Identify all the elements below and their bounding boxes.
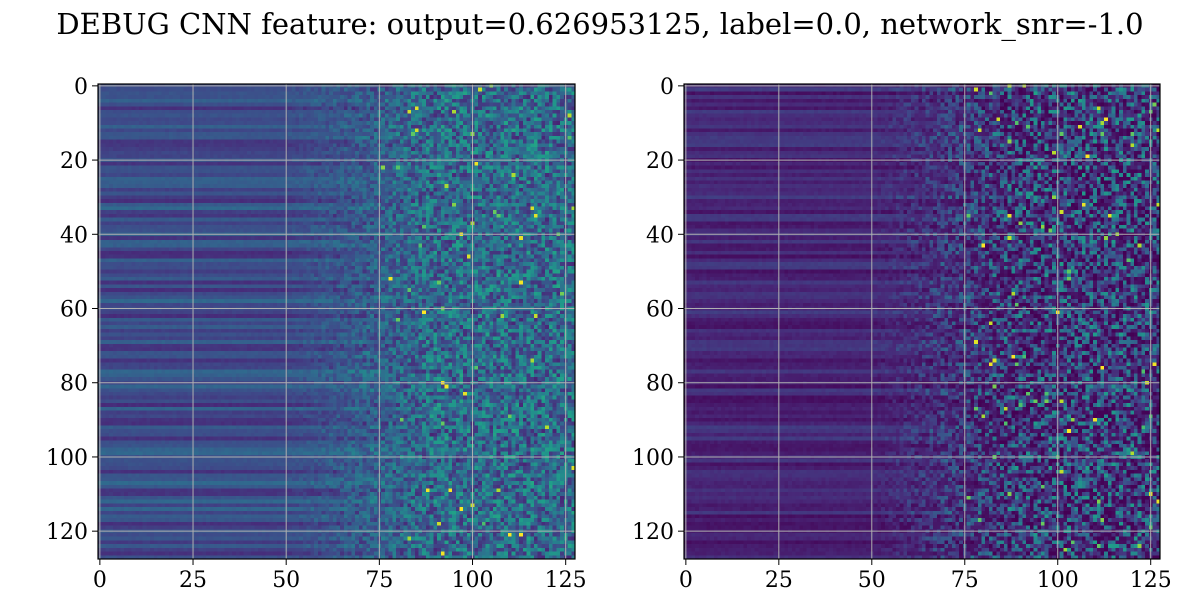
x-tick-label: 100 [1037, 568, 1079, 593]
y-tick-label: 120 [46, 520, 88, 545]
x-tick-label: 100 [452, 568, 494, 593]
x-tick-label: 0 [679, 568, 693, 593]
x-tick-label: 50 [858, 568, 886, 593]
y-tick-label: 120 [632, 520, 674, 545]
y-tick-label: 0 [660, 75, 674, 100]
axes-frame [97, 83, 576, 560]
y-tick-label: 100 [46, 446, 88, 471]
y-tick-label: 20 [60, 149, 88, 174]
y-tick-label: 80 [646, 372, 674, 397]
heatmap-panel-left: 0 25 50 75 100 125 0 20 40 60 80 100 120 [46, 75, 587, 593]
heatmap-image [98, 84, 575, 559]
y-tick-label: 0 [74, 75, 88, 100]
y-tick-label: 100 [632, 446, 674, 471]
x-tick-label: 25 [179, 568, 207, 593]
y-tick-label: 40 [646, 223, 674, 248]
x-tick-label: 75 [365, 568, 393, 593]
y-tick-label: 60 [646, 298, 674, 323]
figure-title: DEBUG CNN feature: output=0.626953125, l… [56, 7, 1144, 41]
y-tick-label: 80 [60, 372, 88, 397]
heatmap-panel-right: 0 25 50 75 100 125 0 20 40 60 80 100 120 [632, 75, 1172, 593]
axes-frame [683, 83, 1161, 560]
x-tick-label: 25 [765, 568, 793, 593]
x-tick-label: 75 [951, 568, 979, 593]
y-tick-label: 40 [60, 223, 88, 248]
heatmap-image [684, 84, 1160, 559]
x-tick-label: 125 [545, 568, 587, 593]
y-tick-label: 60 [60, 298, 88, 323]
x-tick-label: 0 [93, 568, 107, 593]
x-tick-label: 125 [1130, 568, 1172, 593]
x-tick-label: 50 [272, 568, 300, 593]
y-tick-label: 20 [646, 149, 674, 174]
